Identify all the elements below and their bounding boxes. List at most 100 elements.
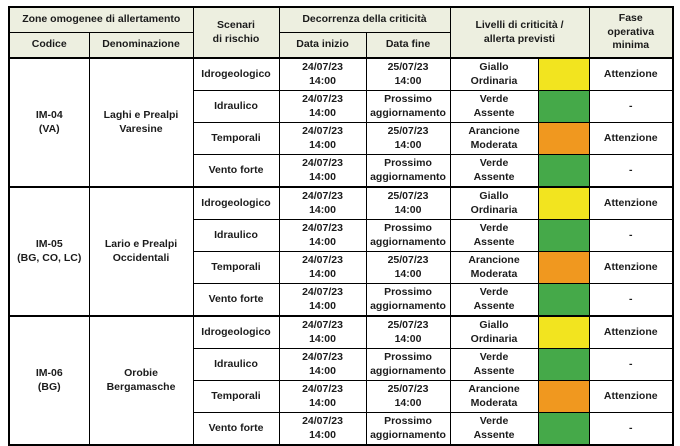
date-end-cell: 25/07/23 14:00 (365, 122, 451, 155)
level-label-cell: Verde Assente (449, 90, 539, 123)
table-row: Idraulico 24/07/23 14:00 Prossimo aggiorna… (9, 90, 674, 123)
level-label-cell: Verde Assente (449, 219, 539, 252)
table-row: Vento forte 24/07/23 14:00 Prossimo aggior… (9, 283, 674, 317)
phase-cell: Attenzione (588, 122, 674, 155)
header-livelli: Livelli di criticità / allerta previsti (449, 6, 590, 59)
scenario-cell: Vento forte (192, 154, 280, 188)
table-row: Temporali 24/07/23 14:00 25/07/23 14:00 Ara… (9, 380, 674, 413)
table-row: Vento forte 24/07/23 14:00 Prossimo aggior… (9, 412, 674, 446)
header-row-1: Zone omogenee di allertamento Scenari di… (8, 6, 674, 59)
level-label-cell: Giallo Ordinaria (449, 315, 539, 349)
phase-cell: Attenzione (588, 251, 674, 284)
level-color-swatch (537, 283, 590, 317)
scenario-cell: Temporali (192, 251, 280, 284)
table-row: IM-04 (VA) Laghi e Prealpi Varesine Idroge… (8, 57, 674, 188)
scenario-cell: Idrogeologico (192, 57, 280, 91)
scenario-cell: Idraulico (192, 90, 280, 123)
phase-cell: Attenzione (588, 186, 674, 220)
table-header: Zone omogenee di allertamento Scenari di… (8, 6, 674, 59)
date-start-cell: 24/07/23 14:00 (278, 186, 367, 220)
zone-name-cell: Lario e Prealpi Occidentali (88, 186, 194, 317)
level-label-cell: Verde Assente (449, 283, 539, 317)
level-label-cell: Arancione Moderata (449, 122, 539, 155)
phase-cell: Attenzione (588, 57, 674, 91)
date-end-cell: 25/07/23 14:00 (365, 315, 451, 349)
phase-cell: Attenzione (588, 315, 674, 349)
level-label-cell: Verde Assente (449, 412, 539, 446)
table-row: Idraulico 24/07/23 14:00 Prossimo aggiorna… (9, 348, 674, 381)
scenario-cell: Idrogeologico (192, 315, 280, 349)
date-end-cell: 25/07/23 14:00 (365, 186, 451, 220)
date-start-cell: 24/07/23 14:00 (278, 380, 367, 413)
scenario-cell: Temporali (192, 122, 280, 155)
phase-cell: - (588, 412, 674, 446)
scenario-cell: Idraulico (192, 348, 280, 381)
level-color-swatch (537, 219, 590, 252)
level-label-cell: Giallo Ordinaria (449, 186, 539, 220)
date-end-cell: Prossimo aggiornamento (365, 283, 451, 317)
header-decorrenza: Decorrenza della criticità (278, 6, 451, 33)
level-color-swatch (537, 122, 590, 155)
level-color-swatch (537, 90, 590, 123)
level-color-swatch (537, 380, 590, 413)
date-start-cell: 24/07/23 14:00 (278, 219, 367, 252)
date-end-cell: 25/07/23 14:00 (365, 251, 451, 284)
header-row-2: Codice Denominazione Data inizio Data fi… (8, 32, 673, 59)
level-label-cell: Arancione Moderata (449, 251, 539, 284)
header-zone: Zone omogenee di allertamento (8, 6, 194, 33)
date-start-cell: 24/07/23 14:00 (278, 154, 367, 188)
scenario-cell: Idraulico (192, 219, 280, 252)
level-color-swatch (537, 186, 590, 220)
scenario-cell: Idrogeologico (192, 186, 280, 220)
header-scenari: Scenari di rischio (192, 6, 280, 59)
level-label-cell: Arancione Moderata (449, 380, 539, 413)
zone-code-cell: IM-05 (BG, CO, LC) (8, 186, 90, 317)
header-codice: Codice (8, 32, 90, 59)
level-label-cell: Verde Assente (449, 154, 539, 188)
level-color-swatch (537, 315, 590, 349)
level-color-swatch (537, 412, 590, 446)
zone-code-cell: IM-06 (BG) (8, 315, 90, 446)
level-color-swatch (537, 154, 590, 188)
date-start-cell: 24/07/23 14:00 (278, 251, 367, 284)
phase-cell: - (588, 154, 674, 188)
phase-cell: - (588, 348, 674, 381)
zone-name-cell: Laghi e Prealpi Varesine (88, 57, 194, 188)
level-color-swatch (537, 57, 590, 91)
level-label-cell: Giallo Ordinaria (449, 57, 539, 91)
date-start-cell: 24/07/23 14:00 (278, 283, 367, 317)
level-color-swatch (537, 348, 590, 381)
alert-bulletin-table-wrap: Zone omogenee di allertamento Scenari di… (8, 6, 674, 446)
date-end-cell: Prossimo aggiornamento (365, 154, 451, 188)
alert-bulletin-table: Zone omogenee di allertamento Scenari di… (8, 6, 674, 446)
date-start-cell: 24/07/23 14:00 (278, 348, 367, 381)
date-end-cell: Prossimo aggiornamento (365, 90, 451, 123)
date-start-cell: 24/07/23 14:00 (278, 315, 367, 349)
scenario-cell: Temporali (192, 380, 280, 413)
table-row: IM-05 (BG, CO, LC) Lario e Prealpi Occide… (8, 186, 674, 317)
date-start-cell: 24/07/23 14:00 (278, 412, 367, 446)
phase-cell: - (588, 219, 674, 252)
table-row: Idraulico 24/07/23 14:00 Prossimo aggiorna… (9, 219, 674, 252)
zone-code-cell: IM-04 (VA) (8, 57, 90, 188)
phase-cell: Attenzione (588, 380, 674, 413)
date-end-cell: Prossimo aggiornamento (365, 412, 451, 446)
scenario-cell: Vento forte (192, 283, 280, 317)
header-denominazione: Denominazione (88, 32, 194, 59)
level-color-swatch (537, 251, 590, 284)
level-label-cell: Verde Assente (449, 348, 539, 381)
table-row: Temporali 24/07/23 14:00 25/07/23 14:00 Ara… (9, 122, 674, 155)
zone-name-cell: Orobie Bergamasche (88, 315, 194, 446)
date-end-cell: 25/07/23 14:00 (365, 57, 451, 91)
date-start-cell: 24/07/23 14:00 (278, 122, 367, 155)
header-data-inizio: Data inizio (278, 32, 367, 59)
header-data-fine: Data fine (365, 32, 451, 59)
phase-cell: - (588, 283, 674, 317)
date-end-cell: Prossimo aggiornamento (365, 219, 451, 252)
date-start-cell: 24/07/23 14:00 (278, 57, 367, 91)
date-end-cell: Prossimo aggiornamento (365, 348, 451, 381)
table-row: IM-06 (BG) Orobie Bergamasche Idrogeologic… (8, 315, 674, 446)
phase-cell: - (588, 90, 674, 123)
header-fase: Fase operativa minima (588, 6, 674, 59)
date-start-cell: 24/07/23 14:00 (278, 90, 367, 123)
